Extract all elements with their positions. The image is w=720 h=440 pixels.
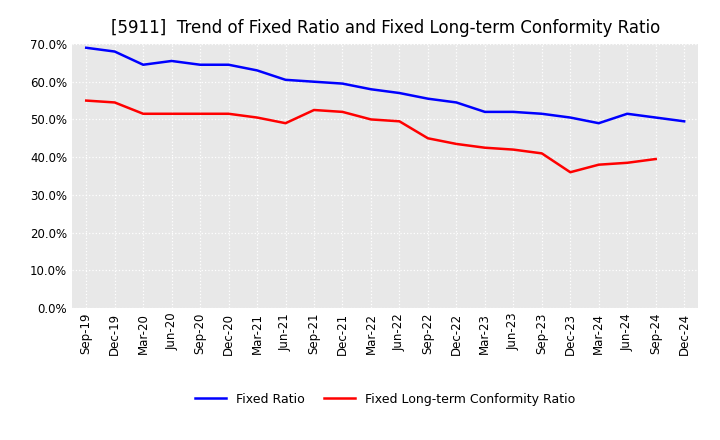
Fixed Long-term Conformity Ratio (110, 100, 119, 105)
Fixed Long-term Conformity Ratio (196, 111, 204, 117)
Fixed Long-term Conformity Ratio (167, 111, 176, 117)
Fixed Long-term Conformity Ratio (253, 115, 261, 120)
Fixed Ratio (82, 45, 91, 51)
Fixed Ratio (566, 115, 575, 120)
Fixed Long-term Conformity Ratio (623, 160, 631, 165)
Fixed Ratio (537, 111, 546, 117)
Fixed Ratio (282, 77, 290, 82)
Fixed Long-term Conformity Ratio (282, 121, 290, 126)
Fixed Ratio (452, 100, 461, 105)
Fixed Long-term Conformity Ratio (82, 98, 91, 103)
Fixed Long-term Conformity Ratio (395, 119, 404, 124)
Legend: Fixed Ratio, Fixed Long-term Conformity Ratio: Fixed Ratio, Fixed Long-term Conformity … (190, 388, 580, 411)
Title: [5911]  Trend of Fixed Ratio and Fixed Long-term Conformity Ratio: [5911] Trend of Fixed Ratio and Fixed Lo… (111, 19, 660, 37)
Fixed Long-term Conformity Ratio (509, 147, 518, 152)
Fixed Ratio (139, 62, 148, 67)
Fixed Long-term Conformity Ratio (480, 145, 489, 150)
Fixed Ratio (196, 62, 204, 67)
Fixed Long-term Conformity Ratio (366, 117, 375, 122)
Fixed Ratio (652, 115, 660, 120)
Fixed Ratio (366, 87, 375, 92)
Fixed Ratio (310, 79, 318, 84)
Fixed Ratio (110, 49, 119, 54)
Fixed Ratio (595, 121, 603, 126)
Fixed Ratio (395, 90, 404, 95)
Fixed Long-term Conformity Ratio (595, 162, 603, 167)
Fixed Long-term Conformity Ratio (310, 107, 318, 113)
Fixed Ratio (225, 62, 233, 67)
Fixed Ratio (509, 109, 518, 114)
Fixed Long-term Conformity Ratio (423, 136, 432, 141)
Fixed Long-term Conformity Ratio (452, 141, 461, 147)
Fixed Ratio (680, 119, 688, 124)
Fixed Long-term Conformity Ratio (537, 151, 546, 156)
Line: Fixed Long-term Conformity Ratio: Fixed Long-term Conformity Ratio (86, 101, 656, 172)
Fixed Long-term Conformity Ratio (652, 156, 660, 161)
Fixed Long-term Conformity Ratio (338, 109, 347, 114)
Fixed Long-term Conformity Ratio (225, 111, 233, 117)
Fixed Long-term Conformity Ratio (566, 169, 575, 175)
Fixed Ratio (623, 111, 631, 117)
Fixed Ratio (338, 81, 347, 86)
Fixed Long-term Conformity Ratio (139, 111, 148, 117)
Fixed Ratio (480, 109, 489, 114)
Fixed Ratio (253, 68, 261, 73)
Fixed Ratio (167, 59, 176, 64)
Line: Fixed Ratio: Fixed Ratio (86, 48, 684, 123)
Fixed Ratio (423, 96, 432, 101)
